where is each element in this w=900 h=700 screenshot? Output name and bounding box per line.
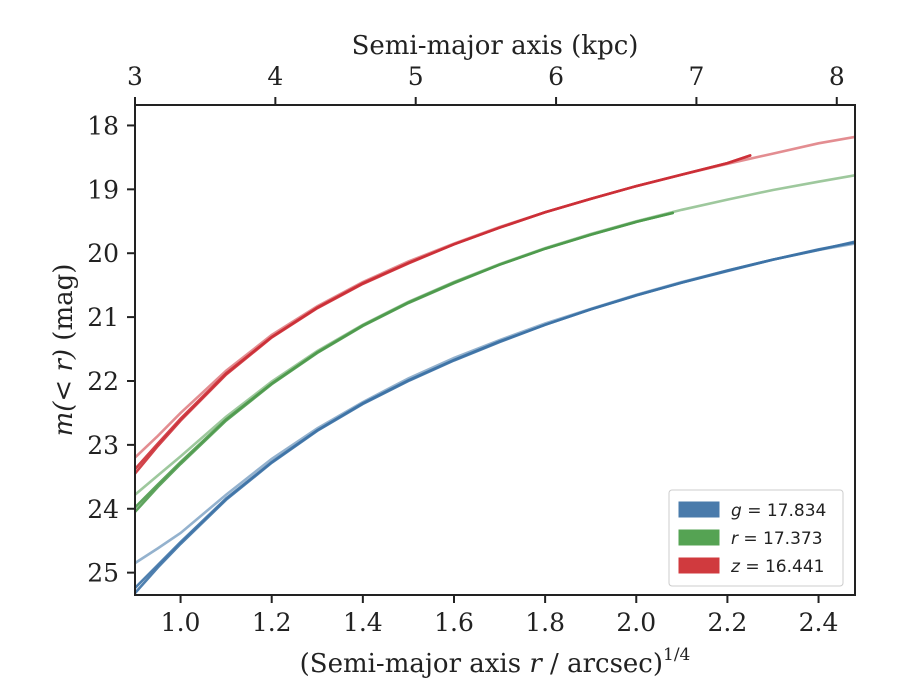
top-axis-label: Semi-major axis (kpc) — [352, 31, 639, 61]
top-x-tick-label: 3 — [127, 62, 143, 91]
legend: g = 17.834 r = 17.373 z = 16.441 — [668, 489, 844, 587]
legend-label-r: r = 17.373 — [731, 529, 823, 549]
top-x-tick-label: 4 — [267, 62, 283, 91]
legend-swatch-z — [678, 557, 720, 574]
plot-frame — [134, 104, 856, 596]
x-axis-label-superscript: 1/4 — [663, 645, 690, 665]
y-tick-label: 19 — [87, 175, 119, 204]
y-tick-label: 21 — [87, 303, 119, 332]
series-r-line-2 — [135, 211, 674, 509]
series-z-line-2 — [135, 154, 752, 471]
series-z-line-3 — [135, 135, 855, 459]
x-tick-label: 1.8 — [525, 608, 565, 637]
legend-swatch-g — [678, 501, 720, 518]
series-g-line-3 — [135, 242, 855, 565]
top-x-tick-label: 5 — [408, 62, 424, 91]
legend-label-z: z = 16.441 — [730, 557, 824, 577]
ticks-layer: 1.0 1.2 1.4 1.6 1.8 2.0 2.2 2.4 18 19 20 21 22 23 24 25… — [87, 62, 845, 637]
x-tick-label: 2.4 — [799, 608, 839, 637]
top-x-tick-label: 7 — [688, 62, 704, 91]
x-tick-label: 2.0 — [616, 608, 656, 637]
x-tick-label: 2.2 — [708, 608, 748, 637]
top-x-tick-label: 8 — [829, 62, 845, 91]
series-z-line-1 — [135, 154, 752, 475]
series-layer — [135, 135, 855, 595]
top-x-tick-label: 6 — [548, 62, 564, 91]
x-axis-label-var: r — [529, 649, 543, 679]
x-tick-label: 1.6 — [434, 608, 474, 637]
series-r-line-3 — [135, 174, 855, 496]
series-r-line-1 — [135, 211, 674, 514]
x-axis-label-main: (Semi-major axis — [300, 649, 530, 679]
y-axis-label-unit: (mag) — [49, 264, 79, 349]
y-axis-label: m(< r) (mag) — [49, 264, 79, 437]
y-tick-label: 22 — [87, 367, 119, 396]
y-axis-label-main: m(< r) — [49, 349, 79, 436]
legend-swatch-r — [678, 529, 720, 546]
x-tick-label: 1.2 — [252, 608, 292, 637]
x-axis-label-tail: / arcsec) — [542, 649, 663, 679]
y-tick-label: 23 — [87, 431, 119, 460]
x-tick-label: 1.0 — [161, 608, 201, 637]
legend-label-g: g = 17.834 — [731, 501, 826, 521]
x-axis-label: (Semi-major axis r / arcsec)1/4 — [300, 645, 691, 679]
y-tick-label: 24 — [87, 495, 119, 524]
x-tick-label: 1.4 — [343, 608, 383, 637]
y-tick-label: 18 — [87, 111, 119, 140]
y-tick-label: 20 — [87, 239, 119, 268]
y-tick-label: 25 — [87, 559, 119, 588]
